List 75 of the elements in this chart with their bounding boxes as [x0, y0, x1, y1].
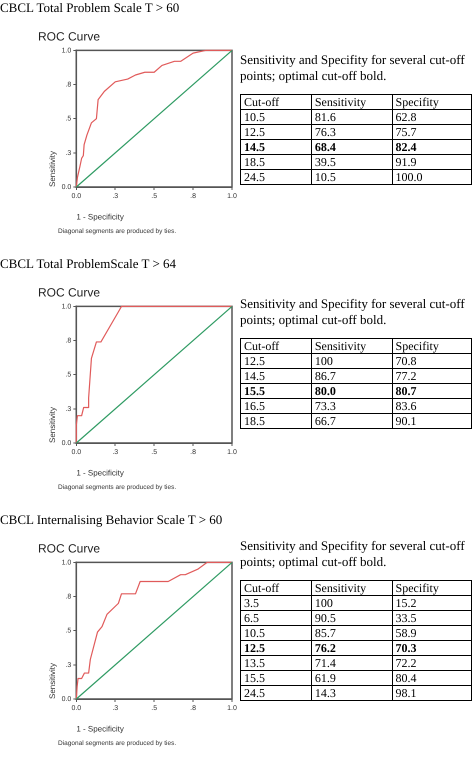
text: 58.9 — [392, 626, 472, 640]
text: Sensitivity — [311, 94, 392, 110]
text: Specifity — [392, 580, 472, 596]
text: 75.7 — [392, 124, 472, 140]
text: Cut-off — [240, 580, 312, 596]
text: 98.1 — [392, 686, 472, 700]
text: 12.5 — [240, 354, 312, 368]
text: 100 — [311, 354, 392, 368]
text: 18.5 — [240, 414, 312, 428]
text: 12.5 — [240, 640, 312, 656]
text: 76.2 — [311, 640, 392, 656]
text: 100 — [311, 596, 392, 610]
text: 15.5 — [240, 670, 312, 686]
text: 72.2 — [392, 656, 472, 670]
chart-title: CBCL Total Problem Scale T > 60 — [0, 0, 180, 16]
text: 12.5 — [240, 124, 312, 140]
text: Specifity — [392, 94, 472, 110]
text: 71.4 — [311, 656, 392, 670]
text: Cut-off — [240, 338, 312, 354]
text: 14.3 — [311, 686, 392, 700]
chart-title: CBCL Total ProblemScale T > 64 — [0, 256, 176, 272]
text: 62.8 — [392, 110, 472, 124]
text: Specifity — [392, 338, 472, 354]
text: 10.5 — [311, 170, 392, 184]
text: 13.5 — [240, 656, 312, 670]
text: Sensitivity — [311, 338, 392, 354]
text: 61.9 — [311, 670, 392, 686]
text: 14.5 — [240, 140, 312, 154]
chart-subtitle: ROC Curve — [38, 286, 100, 300]
text: 16.5 — [240, 398, 312, 414]
text: 76.3 — [311, 124, 392, 140]
text: Sensitivity and Specifity for several cut-off points; optimal cut-off bold. — [240, 52, 466, 84]
text: 80.7 — [392, 384, 472, 398]
text: 77.2 — [392, 368, 472, 384]
y-axis-title: Sensitivity — [48, 662, 58, 699]
text: 85.7 — [311, 626, 392, 640]
text: 10.5 — [240, 110, 312, 124]
text: Cut-off — [240, 94, 312, 110]
text: 14.5 — [240, 368, 312, 384]
x-axis-title: 1 - Specificity — [76, 212, 124, 222]
x-axis-title: 1 - Specificity — [76, 724, 124, 734]
text: 70.8 — [392, 354, 472, 368]
text: 73.3 — [311, 398, 392, 414]
text: Sensitivity and Specifity for several cut-off points; optimal cut-off bold. — [240, 296, 466, 328]
text: 10.5 — [240, 626, 312, 640]
text: 15.5 — [240, 384, 312, 398]
text: 80.4 — [392, 670, 472, 686]
text: 68.4 — [311, 140, 392, 154]
chart-title: CBCL Internalising Behavior Scale T > 60 — [0, 512, 222, 528]
text: 83.6 — [392, 398, 472, 414]
text: 3.5 — [240, 596, 312, 610]
text: 86.7 — [311, 368, 392, 384]
text: 24.5 — [240, 686, 312, 700]
text: 82.4 — [392, 140, 472, 154]
text: 18.5 — [240, 154, 312, 170]
text: 66.7 — [311, 414, 392, 428]
text: 81.6 — [311, 110, 392, 124]
text: 70.3 — [392, 640, 472, 656]
text: 90.1 — [392, 414, 472, 428]
text: 91.9 — [392, 154, 472, 170]
text: 39.5 — [311, 154, 392, 170]
text: 15.2 — [392, 596, 472, 610]
text: Sensitivity — [311, 580, 392, 596]
text: 33.5 — [392, 610, 472, 626]
text: Sensitivity and Specifity for several cut-off points; optimal cut-off bold. — [240, 538, 466, 570]
text: 90.5 — [311, 610, 392, 626]
chart-subtitle: ROC Curve — [38, 542, 100, 556]
text: 6.5 — [240, 610, 312, 626]
text: 80.0 — [311, 384, 392, 398]
x-axis-title: 1 - Specificity — [76, 468, 124, 478]
chart-subtitle: ROC Curve — [38, 30, 100, 44]
y-axis-title: Sensitivity — [48, 150, 58, 187]
y-axis-title: Sensitivity — [48, 406, 58, 443]
text: 100.0 — [392, 170, 472, 184]
text: 24.5 — [240, 170, 312, 184]
